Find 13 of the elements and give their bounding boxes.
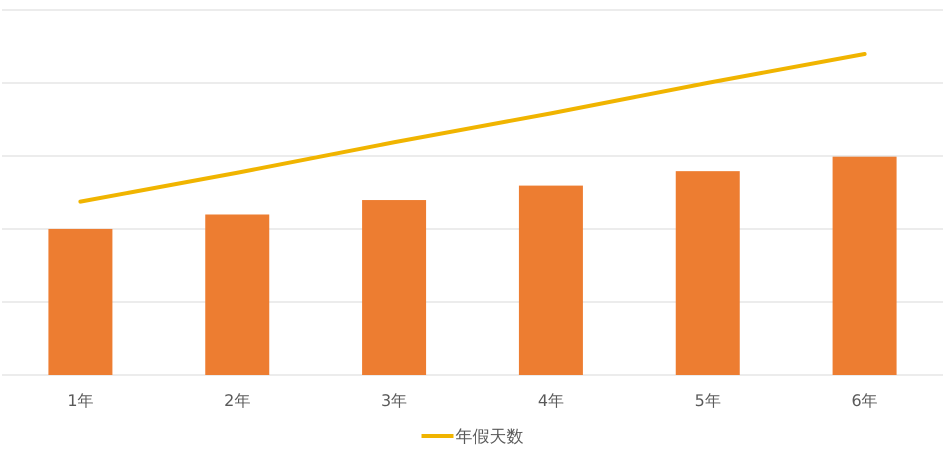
x-tick-label: 2年	[224, 391, 250, 410]
x-tick-label: 6年	[851, 391, 878, 410]
x-tick-label: 4年	[538, 391, 564, 410]
legend-label: 年假天数	[456, 427, 524, 447]
x-tick-label: 5年	[694, 391, 721, 410]
bar	[362, 200, 426, 375]
x-tick-label: 3年	[380, 391, 408, 410]
bar	[205, 214, 270, 375]
bar	[518, 186, 583, 375]
bar	[832, 156, 897, 375]
bar	[676, 171, 740, 375]
bar	[48, 228, 112, 375]
x-tick-label: 1年	[67, 391, 94, 410]
